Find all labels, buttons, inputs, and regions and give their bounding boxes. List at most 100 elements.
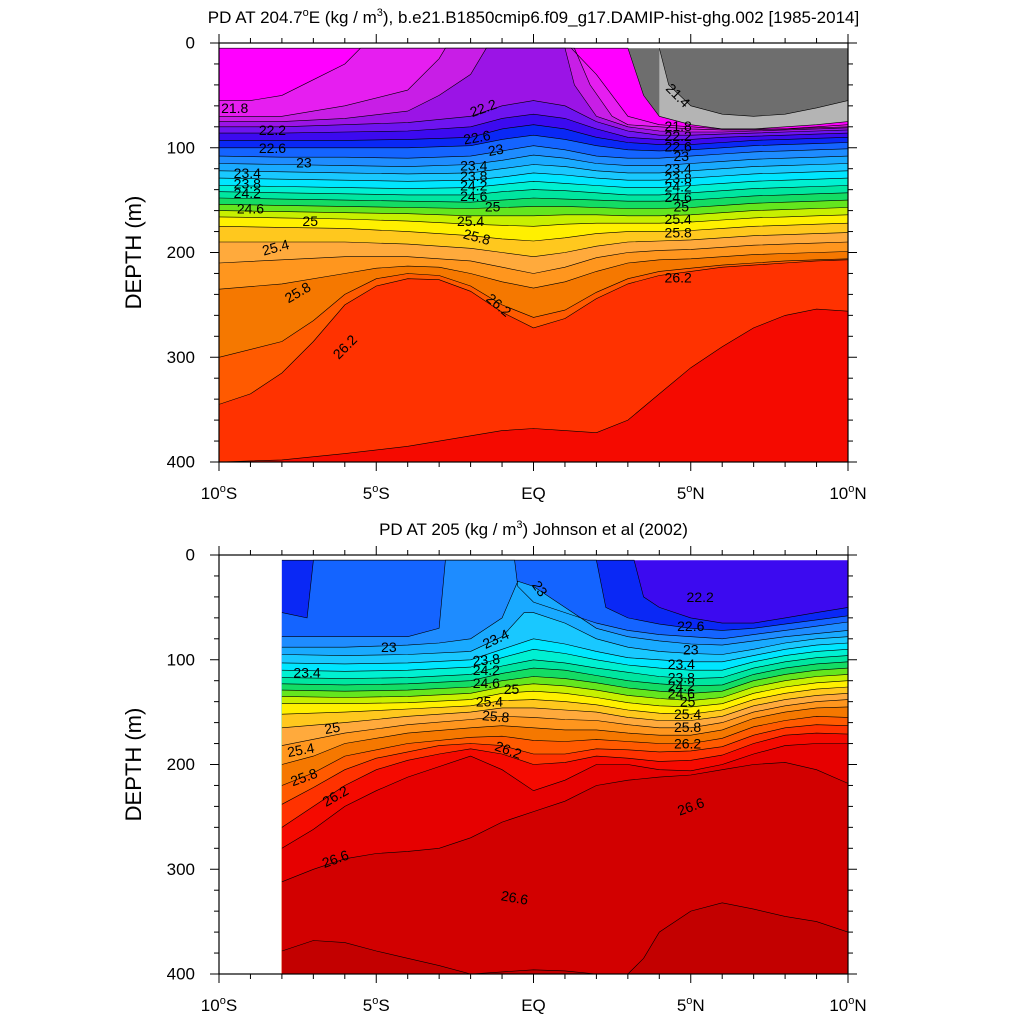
x-tick-label-value: 5: [677, 484, 686, 503]
contour-label: 25.8: [481, 707, 510, 725]
contour-label: 23: [381, 639, 397, 655]
contour-label: 23.8: [668, 670, 695, 686]
x-tick-label-value: 5: [677, 996, 686, 1015]
contour-line-23-2: [281, 638, 848, 665]
contour-label: 26.2: [674, 736, 701, 752]
y-tick-label: 100: [167, 650, 195, 669]
x-tick-label: 5oS: [363, 483, 390, 503]
contour-label: 25.4: [665, 211, 692, 227]
x-tick-label-value: EQ: [521, 484, 546, 503]
x-tick-label: 10oN: [829, 483, 866, 503]
contour-label: 25.4: [286, 740, 316, 761]
degree-sign: o: [220, 483, 226, 495]
contour-label: 24.2: [234, 185, 261, 201]
contour-line-23-2: [219, 154, 848, 167]
contour-line-22-6: [219, 124, 848, 145]
contour-label: 24.2: [460, 177, 487, 193]
contour-line-23-6: [281, 655, 848, 679]
y-tick-label: 200: [167, 243, 195, 262]
x-tick-label-hemisphere: N: [854, 996, 866, 1015]
contour-label: 22.6: [677, 618, 704, 634]
contour-line-23-8: [219, 177, 848, 189]
contour-label: 24.6: [665, 189, 692, 205]
x-tick-label-value: 5: [363, 484, 372, 503]
contour-label: 22.6: [462, 127, 492, 148]
x-tick-label-value: 10: [829, 484, 848, 503]
contour-label: 23.4: [668, 656, 695, 672]
contour-line-25-6: [281, 724, 848, 805]
contour-label: 24.6: [460, 188, 487, 204]
contour-line-22-8: [281, 580, 848, 648]
contour-fill-26-4: [281, 902, 848, 974]
contour-label: 23.8: [460, 168, 487, 184]
y-tick-label: 300: [167, 860, 195, 879]
contour-line-21-8: [219, 47, 848, 131]
y-tick-label: 300: [167, 348, 195, 367]
contour-label: 24.6: [668, 685, 695, 701]
contour-label: 26.2: [665, 270, 692, 286]
contour-line-26-2: [219, 308, 848, 462]
contour-line-24-8: [219, 214, 848, 227]
contour-line-21-2: [659, 48, 848, 117]
contour-label: 22.2: [665, 128, 692, 144]
contour-line-25-8: [281, 732, 848, 828]
contour-line-23: [281, 612, 848, 656]
y-tick-label: 0: [186, 34, 195, 53]
y-tick-label: 100: [167, 138, 195, 157]
y-tick-label: 200: [167, 755, 195, 774]
contour-line-23-4: [219, 163, 848, 175]
contour-line-26-4: [281, 902, 848, 974]
chart-title: PD AT 205 (kg / m3) Johnson et al (2002): [379, 519, 688, 539]
x-tick-label-value: 5: [363, 996, 372, 1015]
title-superscript: 3: [516, 519, 522, 531]
title-part: E (kg / m: [309, 8, 377, 27]
contour-label: 24.2: [473, 662, 500, 678]
x-tick-label: 10oS: [201, 995, 237, 1015]
title-part: PD AT 204.7: [208, 8, 303, 27]
contour-label: 23: [487, 141, 505, 159]
contour-line-21-4: [219, 47, 848, 130]
contour-label: 24.2: [668, 678, 695, 694]
contour-line-22-4: [219, 113, 848, 140]
contour-label: 25: [504, 681, 520, 697]
x-tick-label: 10oS: [201, 483, 237, 503]
title-superscript: 3: [377, 7, 383, 19]
contour-fill-26-2: [219, 309, 848, 462]
contour-line-25-6: [219, 251, 848, 290]
x-tick-label-hemisphere: N: [854, 484, 866, 503]
contour-label: 25: [323, 719, 341, 737]
contour-label: 25.4: [674, 706, 701, 722]
contour-label: 25: [680, 694, 696, 710]
y-axis-label: DEPTH (m): [121, 196, 146, 310]
contour-label: 25: [302, 213, 318, 229]
degree-sign: o: [372, 483, 378, 495]
contour-line-24: [281, 667, 848, 694]
contour-label: 26.6: [500, 887, 530, 908]
contour-label: 23.8: [665, 170, 692, 186]
y-tick-label: 0: [186, 546, 195, 565]
x-tick-label-hemisphere: S: [226, 996, 237, 1015]
contour-label: 22.2: [259, 122, 286, 138]
chart-title: PD AT 204.7oE (kg / m3), b.e21.B1850cmip…: [208, 7, 859, 27]
contour-label: 25.8: [665, 225, 692, 241]
panel-model: 21.8 21.422.222.221.822.222.622.6 22.62323…: [121, 7, 867, 503]
x-tick-label-value: 10: [201, 996, 220, 1015]
contour-label: 24.2: [665, 179, 692, 195]
contour-label: 23.8: [472, 651, 501, 669]
x-tick-label: 10oN: [829, 995, 866, 1015]
contour-line-24-4: [281, 680, 848, 708]
contour-line-26: [281, 743, 848, 849]
contour-line-24: [219, 185, 848, 196]
contour-line-23-4: [281, 648, 848, 672]
contour-line-25: [219, 222, 848, 242]
contour-line-25-2: [281, 706, 848, 765]
contour-line-25-4: [219, 241, 848, 274]
contour-label: 25.8: [674, 719, 701, 735]
contour-label: 22.6: [665, 139, 692, 155]
title-degree: o: [303, 7, 309, 19]
contour-line-26-2: [281, 762, 848, 883]
degree-sign: o: [848, 995, 854, 1007]
degree-sign: o: [686, 483, 692, 495]
degree-sign: o: [686, 995, 692, 1007]
